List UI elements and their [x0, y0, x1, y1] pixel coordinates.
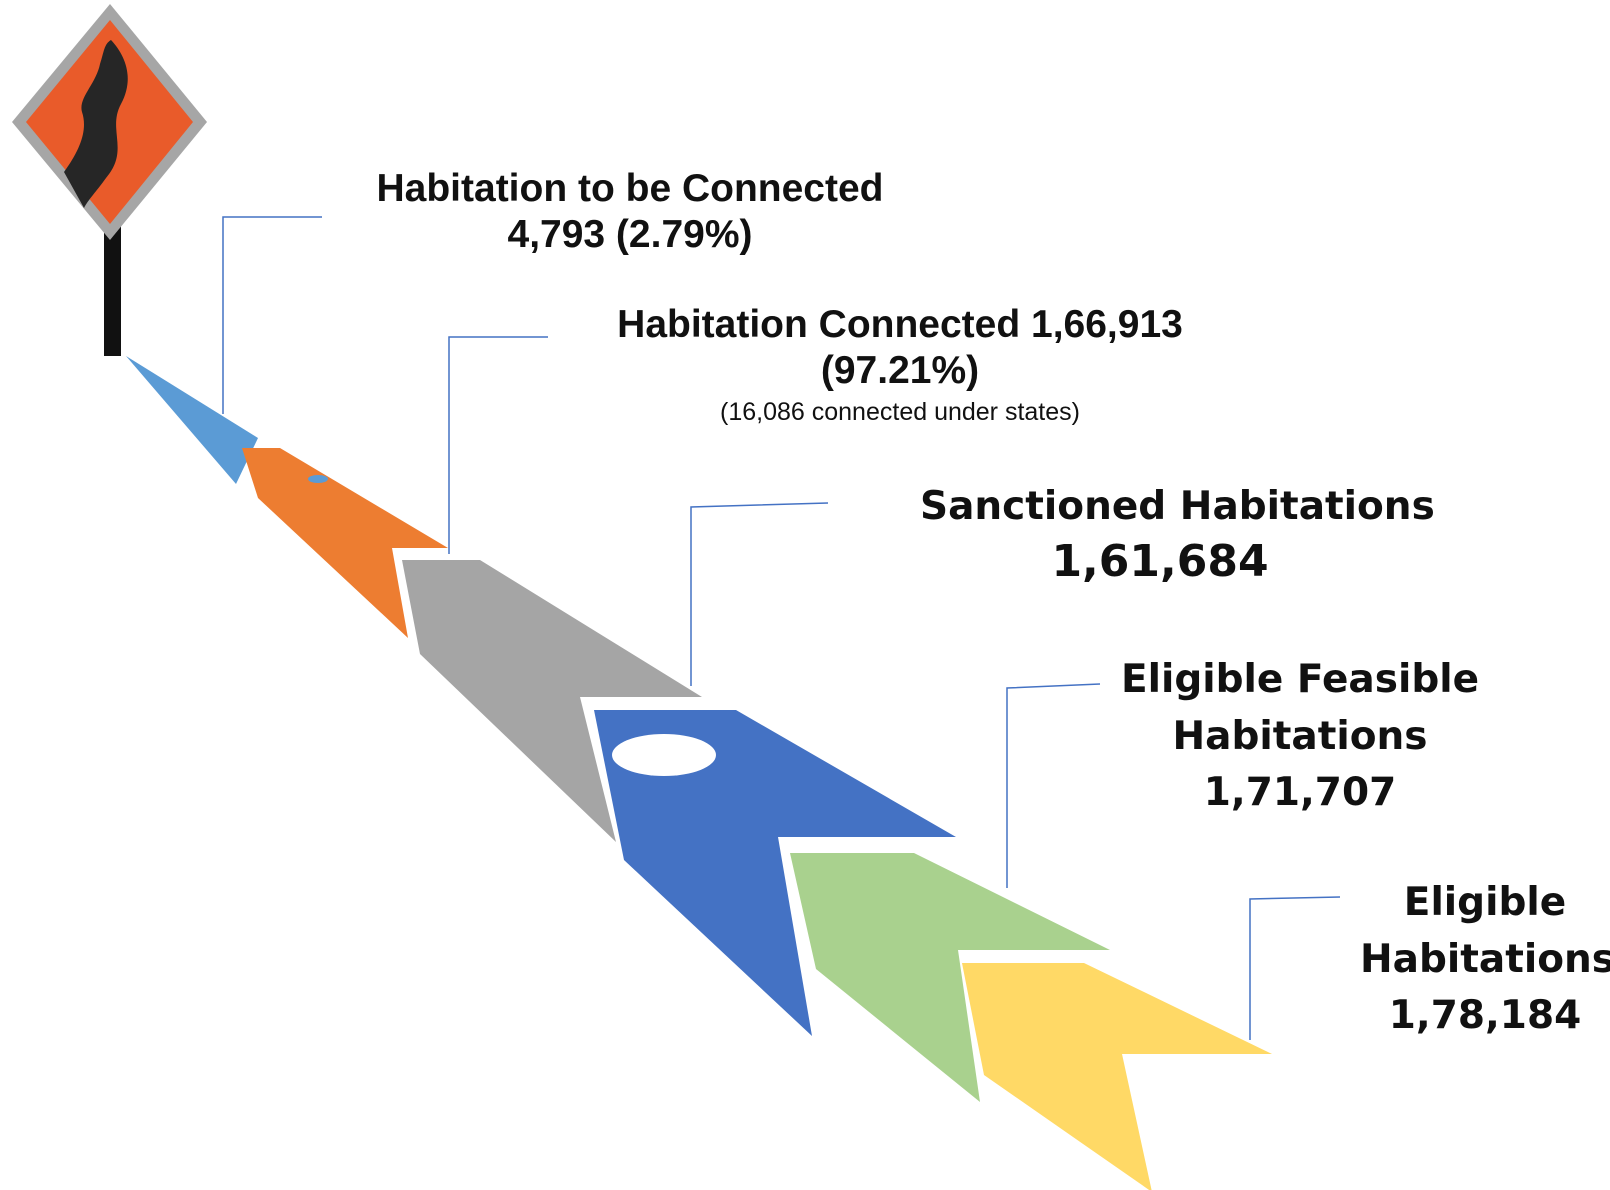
segment-to-be-connected: [126, 356, 258, 484]
label-title: Sanctioned Habitations: [920, 484, 1435, 529]
leader-lines: [222, 216, 1341, 1040]
leader-eligible: [1249, 896, 1341, 1040]
segment-dot: [308, 475, 328, 483]
sign-post: [104, 220, 121, 356]
label-connected: Habitation Connected 1,66,913 (97.21%) (…: [580, 302, 1220, 428]
label-note: (16,086 connected under states): [720, 398, 1080, 427]
road-segments: [126, 356, 1272, 1190]
label-eligible: Eligible Habitations 1,78,184: [1360, 875, 1610, 1045]
label-value: (97.21%): [820, 349, 980, 393]
leader-eligible-feasible: [1006, 683, 1101, 888]
label-value: 1,71,707: [1203, 770, 1397, 816]
label-title: Eligible: [1403, 880, 1567, 925]
segment-road: [402, 560, 702, 842]
label-sanctioned: Sanctioned Habitations 1,61,684: [920, 484, 1435, 588]
label-value: 4,793 (2.79%): [507, 213, 753, 257]
leader-to-be-connected: [222, 216, 322, 414]
segment-eligible: [962, 963, 1272, 1190]
label-value: 1,61,684: [1051, 536, 1269, 588]
segment-eligible-feasible: [790, 853, 1110, 1102]
label-title: Habitation to be Connected: [376, 167, 884, 210]
label-title: Habitation Connected 1,66,913: [617, 303, 1183, 346]
segment-connected: [242, 448, 448, 638]
label-title-2: Habitations: [1360, 936, 1610, 982]
label-title-2: Habitations: [1172, 713, 1428, 759]
label-to-be-connected: Habitation to be Connected 4,793 (2.79%): [330, 166, 930, 258]
label-title: Eligible Feasible: [1120, 657, 1480, 702]
label-value: 1,78,184: [1388, 993, 1582, 1039]
leader-connected: [448, 336, 548, 554]
road-sign: [12, 4, 207, 356]
label-eligible-feasible: Eligible Feasible Habitations 1,71,707: [1080, 652, 1520, 822]
leader-sanctioned: [690, 502, 829, 686]
segment-sanctioned: [594, 710, 956, 1036]
segment-hole: [612, 734, 716, 776]
winding-road-sign-icon: [12, 4, 207, 240]
